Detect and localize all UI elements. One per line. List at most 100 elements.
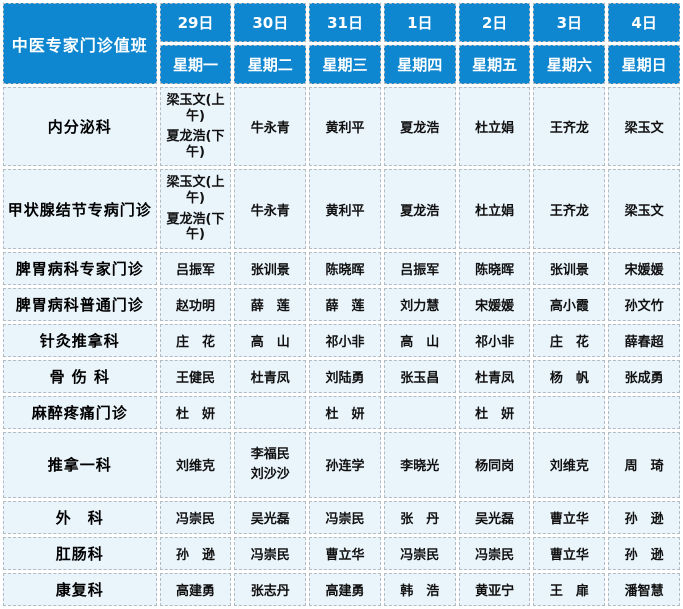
doctor-cell: 祁小非	[309, 323, 381, 357]
doctor-name-line: 夏龙浩(下午)	[166, 211, 225, 243]
doctor-cell: 冯崇民	[159, 500, 232, 534]
doctor-cell: 高建勇	[309, 572, 381, 606]
doctor-cell: 李福民 刘沙沙	[234, 431, 307, 498]
department-label: 肛肠科	[3, 536, 157, 570]
doctor-cell: 高小霞	[533, 287, 606, 321]
doctor-cell: 张成勇	[608, 359, 680, 393]
doctor-cell: 梁玉文(上午) 夏龙浩(下午)	[159, 87, 232, 167]
doctor-cell: 高 山	[234, 323, 307, 357]
doctor-cell: 杜 妍	[309, 395, 381, 429]
doctor-name-line: 夏龙浩(下午)	[166, 129, 225, 160]
date-header-cell: 4日	[608, 3, 680, 42]
doctor-name-line: 李福民	[250, 446, 290, 462]
doctor-cell: 冯崇民	[234, 536, 307, 570]
doctor-cell	[608, 395, 680, 429]
schedule-row: 内分泌科 梁玉文(上午) 夏龙浩(下午) 牛永青 黄利平 夏龙浩 杜立娟 王齐龙 梁玉文	[3, 87, 680, 167]
department-label: 内分泌科	[3, 87, 157, 167]
doctor-cell: 夏龙浩	[383, 87, 456, 167]
doctor-cell	[533, 395, 606, 429]
doctor-cell: 王健民	[159, 359, 232, 393]
doctor-cell: 夏龙浩	[383, 169, 456, 249]
doctor-cell: 吕振军	[383, 251, 456, 285]
doctor-cell: 曹立华	[309, 536, 381, 570]
weekday-header-cell: 星期四	[383, 45, 456, 84]
doctor-cell: 杜青凤	[458, 359, 531, 393]
doctor-cell: 牛永青	[234, 87, 307, 167]
doctor-cell: 薛春超	[608, 323, 680, 357]
doctor-cell: 孙 逊	[608, 536, 680, 570]
doctor-cell: 陈晓晖	[309, 251, 381, 285]
doctor-cell: 梁玉文	[608, 169, 680, 249]
doctor-name-line: 梁玉文(上午)	[166, 175, 225, 206]
doctor-cell: 高 山	[383, 323, 456, 357]
doctor-cell: 孙连学	[309, 431, 381, 498]
doctor-cell: 李晓光	[383, 431, 456, 498]
doctor-cell: 曹立华	[533, 500, 606, 534]
doctor-cell: 梁玉文	[608, 87, 680, 167]
doctor-cell: 王 扉	[533, 572, 606, 606]
date-header-row: 中医专家门诊值班 29日 30日 31日 1日 2日 3日 4日	[3, 3, 680, 84]
doctor-cell: 韩 浩	[383, 572, 456, 606]
schedule-row: 推拿一科 刘维克 李福民 刘沙沙 孙连学 李晓光 杨同岗 刘维克周 琦	[3, 431, 680, 498]
doctor-cell: 杜 妍	[159, 395, 232, 429]
doctor-cell: 冯崇民	[383, 536, 456, 570]
doctor-name-line: 刘沙沙	[250, 467, 290, 483]
date-header-cell: 1日	[383, 3, 456, 42]
date-header-cell: 31日	[309, 3, 381, 42]
doctor-cell: 陈晓晖	[458, 251, 531, 285]
doctor-cell: 黄亚宁	[458, 572, 531, 606]
doctor-cell: 吕振军	[159, 251, 232, 285]
doctor-cell: 黄利平	[309, 87, 381, 167]
schedule-row: 麻醉疼痛门诊杜 妍杜 妍杜 妍	[3, 395, 680, 429]
department-label: 麻醉疼痛门诊	[3, 395, 157, 429]
doctor-cell: 冯崇民	[309, 500, 381, 534]
schedule-row: 骨 伤 科王健民 杜青凤 刘陆勇 张玉昌 杜青凤杨 帆张成勇	[3, 359, 680, 393]
weekday-header-cell: 星期一	[159, 45, 232, 84]
doctor-cell: 庄 花	[159, 323, 232, 357]
doctor-cell: 刘力慧	[383, 287, 456, 321]
schedule-row: 脾胃病科专家门诊 吕振军 张训景 陈晓晖 吕振军 陈晓晖 张训景 宋媛媛	[3, 251, 680, 285]
doctor-cell: 冯崇民	[458, 536, 531, 570]
schedule-row: 脾胃病科普通门诊 赵功明薛 莲薛 莲刘力慧 宋媛媛 高小霞 孙文竹	[3, 287, 680, 321]
doctor-cell: 薛 莲	[234, 287, 307, 321]
department-label: 外 科	[3, 500, 157, 534]
weekday-header-cell: 星期三	[309, 45, 381, 84]
doctor-name-line: 梁玉文(上午)	[166, 93, 225, 124]
weekday-header-cell: 星期日	[608, 45, 680, 84]
duty-schedule-page: 中医专家门诊值班 29日 30日 31日 1日 2日 3日 4日 星期一 星期二 星期三 星期四星…	[3, 3, 680, 606]
doctor-cell: 宋媛媛	[608, 251, 680, 285]
doctor-cell: 王齐龙	[533, 169, 606, 249]
doctor-cell: 刘维克	[533, 431, 606, 498]
doctor-cell: 曹立华	[533, 536, 606, 570]
department-label: 康复科	[3, 572, 157, 606]
doctor-cell: 张 丹	[383, 500, 456, 534]
doctor-cell: 庄 花	[533, 323, 606, 357]
department-label: 甲状腺结节专病门诊	[3, 169, 157, 249]
doctor-cell: 张志丹	[234, 572, 307, 606]
department-label: 针灸推拿科	[3, 323, 157, 357]
doctor-cell: 周 琦	[608, 431, 680, 498]
doctor-cell: 孙 逊	[608, 500, 680, 534]
doctor-cell: 黄利平	[309, 169, 381, 249]
doctor-cell: 潘智慧	[608, 572, 680, 606]
doctor-cell: 王齐龙	[533, 87, 606, 167]
doctor-cell	[234, 395, 307, 429]
doctor-cell: 刘陆勇	[309, 359, 381, 393]
department-label: 推拿一科	[3, 431, 157, 498]
doctor-cell: 杜立娟	[458, 87, 531, 167]
schedule-body: 内分泌科 梁玉文(上午) 夏龙浩(下午) 牛永青 黄利平 夏龙浩 杜立娟 王齐龙 梁玉文 甲状腺结…	[3, 87, 680, 606]
doctor-cell: 吴光磊	[458, 500, 531, 534]
doctor-cell: 薛 莲	[309, 287, 381, 321]
department-label: 骨 伤 科	[3, 359, 157, 393]
doctor-cell: 杜 妍	[458, 395, 531, 429]
doctor-cell	[383, 395, 456, 429]
doctor-cell: 赵功明	[159, 287, 232, 321]
doctor-cell: 张训景	[533, 251, 606, 285]
schedule-row: 康复科 高建勇 张志丹 高建勇韩 浩黄亚宁王 扉潘智慧	[3, 572, 680, 606]
schedule-row: 外 科冯崇民 吴光磊 冯崇民张 丹吴光磊 曹立华孙 逊	[3, 500, 680, 534]
schedule-row: 甲状腺结节专病门诊 梁玉文(上午) 夏龙浩(下午) 牛永青 黄利平 夏龙浩 杜立娟 王齐龙 梁玉…	[3, 169, 680, 249]
department-label: 脾胃病科专家门诊	[3, 251, 157, 285]
weekday-header-cell: 星期五	[458, 45, 531, 84]
weekday-header-cell: 星期二	[234, 45, 307, 84]
